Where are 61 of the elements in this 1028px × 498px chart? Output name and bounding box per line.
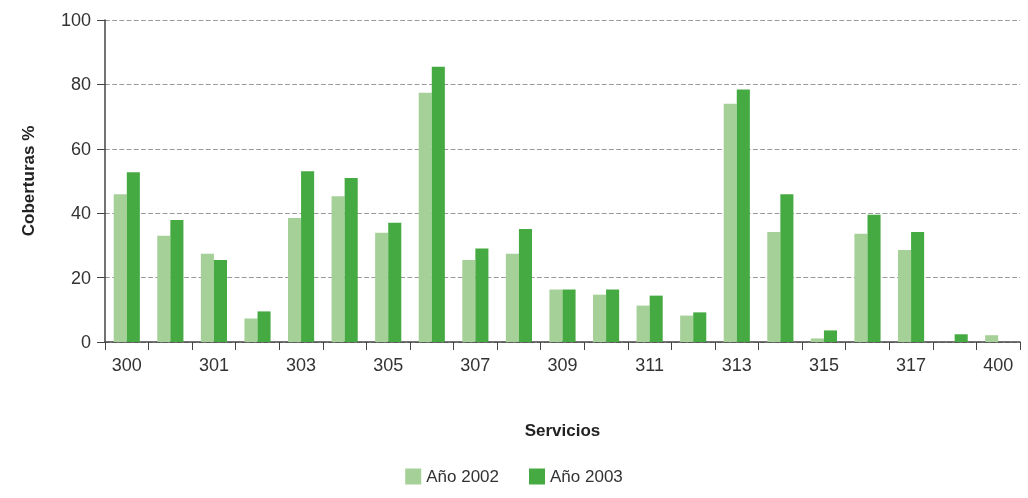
y-tick-label: 0: [80, 332, 91, 352]
bar: [257, 311, 271, 342]
x-tick-label: 300: [111, 355, 142, 375]
bar: [562, 289, 576, 342]
bar: [518, 228, 532, 342]
bar: [810, 338, 824, 342]
bar: [431, 66, 445, 342]
bar: [780, 194, 794, 342]
bar: [157, 235, 171, 342]
x-tick-label: 315: [808, 355, 839, 375]
bar: [200, 253, 214, 342]
bar: [693, 312, 707, 342]
y-tick-label: 40: [70, 203, 91, 224]
x-tick-label: 400: [983, 355, 1014, 375]
x-tick-label: 301: [198, 355, 229, 375]
y-tick-label: 60: [70, 138, 91, 159]
bar: [680, 315, 694, 342]
x-tick-label: 313: [721, 355, 752, 375]
x-axis-title: Servicios: [524, 421, 601, 440]
bar: [898, 249, 912, 342]
x-tick-label: 309: [547, 355, 578, 375]
x-tick-label: 303: [286, 355, 317, 375]
bar: [823, 330, 837, 342]
bar: [505, 253, 519, 342]
bar: [170, 219, 184, 342]
bar: [954, 334, 968, 342]
bar: [636, 305, 650, 342]
bar: [418, 92, 432, 342]
y-tick-label: 100: [60, 10, 91, 30]
y-tick-label: 80: [70, 74, 91, 95]
legend-label: Año 2003: [550, 467, 623, 486]
bar: [593, 294, 607, 342]
x-tick-label: 311: [635, 355, 664, 375]
bar: [331, 196, 345, 342]
bar: [911, 231, 925, 342]
x-tick-label: 307: [460, 355, 491, 375]
bar: [113, 194, 127, 342]
bar: [213, 259, 227, 342]
bar: [126, 172, 140, 342]
y-axis-title: Coberturas %: [19, 125, 38, 237]
y-tick-label: 20: [70, 267, 91, 288]
bar: [288, 218, 302, 342]
bar: [867, 214, 881, 342]
bar: [344, 178, 358, 342]
x-tick-label: 317: [896, 355, 927, 375]
x-tick-label: 305: [373, 355, 404, 375]
bar: [723, 103, 737, 342]
bar: [244, 318, 258, 342]
legend-label: Año 2002: [426, 467, 500, 486]
bar: [854, 233, 868, 342]
bar: [985, 335, 999, 342]
bar: [462, 259, 476, 342]
bar: [301, 171, 315, 342]
bar: [649, 295, 663, 342]
bar: [549, 289, 563, 342]
bar: [606, 289, 620, 342]
bar: [767, 231, 781, 342]
bar: [388, 222, 402, 342]
bar: [375, 232, 389, 342]
bar: [736, 89, 750, 342]
bar: [475, 248, 489, 342]
